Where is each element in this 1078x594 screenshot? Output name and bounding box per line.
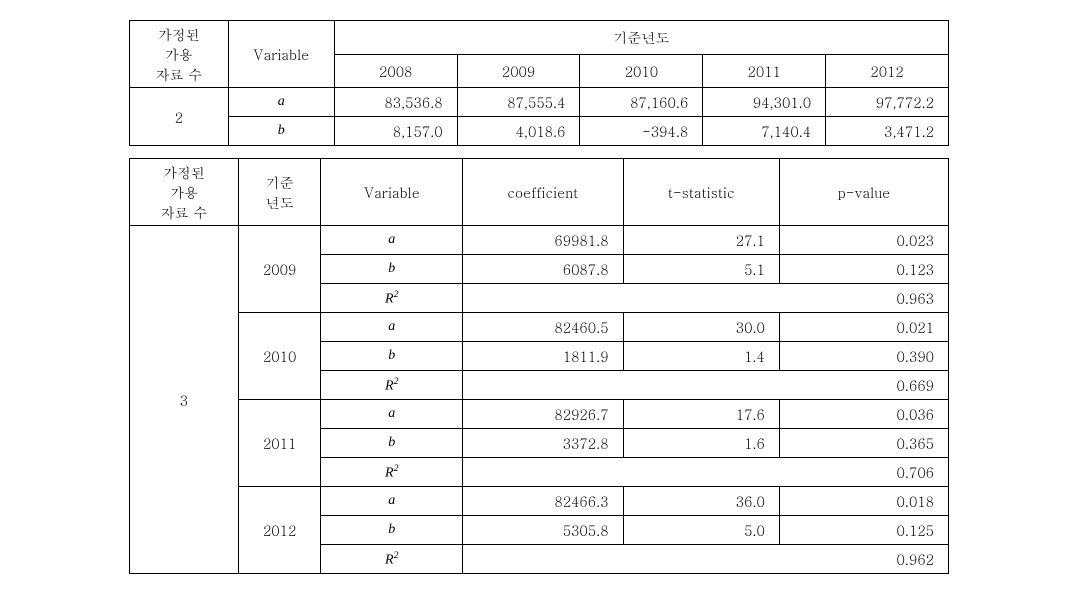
hdr-assumed: 가정된 가용 자료 수 — [130, 21, 229, 88]
r2-val: 0.706 — [463, 458, 949, 487]
coef: 6087.8 — [463, 255, 623, 284]
pval: 0.390 — [779, 342, 948, 371]
year-2012: 2012 — [826, 54, 949, 88]
cell: 87,160.6 — [580, 88, 703, 117]
cell: 83,536.8 — [334, 88, 457, 117]
pval: 0.123 — [779, 255, 948, 284]
var-a: a — [321, 226, 463, 255]
coef: 69981.8 — [463, 226, 623, 255]
pval: 0.018 — [779, 487, 948, 516]
var-b: b — [321, 342, 463, 371]
r2-val: 0.669 — [463, 371, 949, 400]
var-r2: R2 — [321, 545, 463, 574]
cell: 4,018.6 — [457, 117, 580, 146]
pval: 0.125 — [779, 516, 948, 545]
group-2: 2 — [130, 88, 229, 146]
tstat: 36.0 — [623, 487, 779, 516]
cell: 97,772.2 — [826, 88, 949, 117]
var-r2: R2 — [321, 371, 463, 400]
hdr-pval: p-value — [779, 159, 948, 226]
hdr-assumed: 가정된 가용 자료 수 — [130, 159, 239, 226]
hdr-variable: Variable — [321, 159, 463, 226]
pval: 0.021 — [779, 313, 948, 342]
cell: 3,471.2 — [826, 117, 949, 146]
coef: 3372.8 — [463, 429, 623, 458]
hdr-variable: Variable — [228, 21, 334, 88]
year-2010: 2010 — [580, 54, 703, 88]
cell: 8,157.0 — [334, 117, 457, 146]
var-a: a — [228, 88, 334, 117]
r2-val: 0.962 — [463, 545, 949, 574]
tstat: 5.0 — [623, 516, 779, 545]
tstat: 27.1 — [623, 226, 779, 255]
var-r2: R2 — [321, 284, 463, 313]
hdr-baseyear: 기준 년도 — [238, 159, 321, 226]
year-2011: 2011 — [238, 400, 321, 487]
year-2010: 2010 — [238, 313, 321, 400]
year-2011: 2011 — [703, 54, 826, 88]
var-b: b — [321, 255, 463, 284]
var-a: a — [321, 400, 463, 429]
coef: 82466.3 — [463, 487, 623, 516]
var-r2: R2 — [321, 458, 463, 487]
hdr-tstat: t-statistic — [623, 159, 779, 226]
tstat: 17.6 — [623, 400, 779, 429]
year-2009: 2009 — [238, 226, 321, 313]
var-b: b — [321, 516, 463, 545]
var-a: a — [321, 487, 463, 516]
table-top: 가정된 가용 자료 수 Variable 기준년도 2008 2009 2010… — [129, 20, 949, 146]
coef: 5305.8 — [463, 516, 623, 545]
year-2012: 2012 — [238, 487, 321, 574]
cell: 87,555.4 — [457, 88, 580, 117]
pval: 0.365 — [779, 429, 948, 458]
pval: 0.036 — [779, 400, 948, 429]
tstat: 30.0 — [623, 313, 779, 342]
table-bottom: 가정된 가용 자료 수 기준 년도 Variable coefficient t… — [129, 158, 949, 574]
group-3: 3 — [130, 226, 239, 574]
pval: 0.023 — [779, 226, 948, 255]
var-a: a — [321, 313, 463, 342]
tstat: 1.6 — [623, 429, 779, 458]
year-2008: 2008 — [334, 54, 457, 88]
coef: 82926.7 — [463, 400, 623, 429]
coef: 1811.9 — [463, 342, 623, 371]
tstat: 5.1 — [623, 255, 779, 284]
cell: 7,140.4 — [703, 117, 826, 146]
coef: 82460.5 — [463, 313, 623, 342]
year-2009: 2009 — [457, 54, 580, 88]
r2-val: 0.963 — [463, 284, 949, 313]
cell: 94,301.0 — [703, 88, 826, 117]
var-b: b — [228, 117, 334, 146]
cell: -394.8 — [580, 117, 703, 146]
tstat: 1.4 — [623, 342, 779, 371]
var-b: b — [321, 429, 463, 458]
hdr-coef: coefficient — [463, 159, 623, 226]
hdr-baseyear: 기준년도 — [334, 21, 948, 55]
